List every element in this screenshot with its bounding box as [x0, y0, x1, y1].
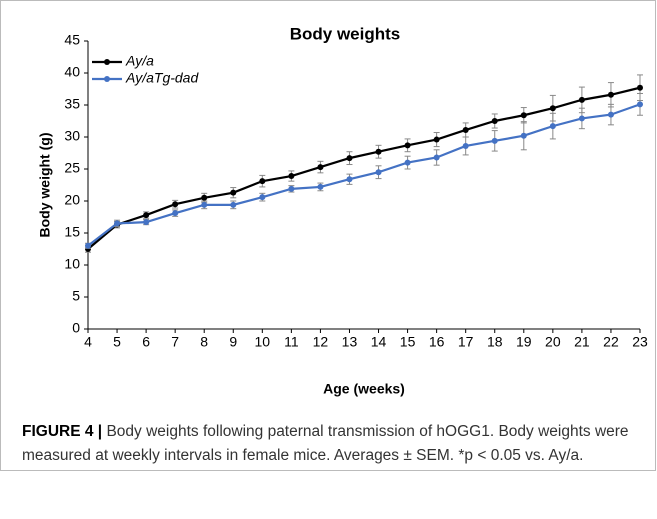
x-tick-label: 15	[400, 334, 416, 350]
legend-marker	[104, 76, 110, 82]
y-tick-label: 10	[64, 256, 80, 272]
figure-border	[0, 0, 656, 471]
x-tick-label: 8	[200, 334, 208, 350]
point	[317, 164, 324, 171]
y-tick-label: 30	[64, 128, 80, 144]
point	[491, 137, 498, 144]
x-tick-label: 19	[516, 334, 532, 350]
x-tick-label: 18	[487, 334, 503, 350]
y-tick-label: 25	[64, 160, 80, 176]
x-tick-label: 17	[458, 334, 474, 350]
legend-marker	[104, 59, 110, 65]
caption-text: Body weights following paternal transmis…	[22, 423, 629, 464]
point	[462, 142, 469, 149]
y-tick-label: 40	[64, 64, 80, 80]
point	[143, 219, 150, 226]
point	[520, 132, 527, 139]
point	[201, 194, 208, 201]
point	[520, 112, 527, 119]
point	[143, 212, 150, 219]
point	[578, 96, 585, 103]
x-tick-label: 16	[429, 334, 445, 350]
point	[578, 115, 585, 122]
point	[549, 123, 556, 130]
point	[114, 220, 121, 227]
y-tick-label: 35	[64, 96, 80, 112]
point	[433, 154, 440, 161]
point	[404, 159, 411, 166]
point	[607, 91, 614, 98]
point	[172, 201, 179, 208]
y-tick-label: 15	[64, 224, 80, 240]
x-tick-label: 14	[371, 334, 387, 350]
point	[230, 201, 237, 208]
point	[637, 101, 643, 108]
chart-title: Body weights	[290, 24, 401, 43]
point	[549, 105, 556, 112]
y-axis-label: Body weight (g)	[37, 133, 53, 238]
x-tick-label: 22	[603, 334, 619, 350]
x-tick-label: 13	[342, 334, 358, 350]
point	[317, 183, 324, 190]
legend-label: Ay/a	[125, 53, 154, 69]
point	[491, 118, 498, 124]
point	[462, 126, 469, 133]
point	[259, 194, 266, 201]
x-tick-label: 9	[229, 334, 237, 350]
x-tick-label: 20	[545, 334, 561, 350]
legend-label: Ay/aTg-dad	[125, 70, 199, 86]
caption-label: FIGURE 4 |	[22, 423, 103, 440]
y-tick-label: 0	[72, 320, 80, 336]
y-tick-label: 20	[64, 192, 80, 208]
point	[346, 155, 353, 162]
point	[375, 148, 382, 155]
x-tick-label: 12	[313, 334, 329, 350]
point	[288, 173, 295, 180]
x-tick-label: 4	[84, 334, 92, 350]
x-tick-label: 10	[255, 334, 271, 350]
point	[375, 169, 382, 176]
x-axis-label: Age (weeks)	[323, 381, 405, 397]
x-tick-label: 6	[142, 334, 150, 350]
x-tick-label: 23	[632, 334, 648, 350]
caption: FIGURE 4 | Body weights following patern…	[22, 420, 637, 468]
point	[259, 178, 266, 185]
x-tick-label: 5	[113, 334, 121, 350]
y-tick-label: 5	[72, 288, 80, 304]
point	[404, 142, 411, 149]
point	[230, 189, 237, 196]
line	[87, 86, 641, 250]
point	[607, 111, 614, 118]
x-tick-label: 11	[284, 334, 299, 350]
point	[201, 201, 208, 208]
point	[288, 185, 295, 192]
point	[85, 242, 91, 249]
x-tick-label: 7	[171, 334, 179, 350]
line	[87, 103, 641, 247]
y-tick-label: 45	[64, 32, 80, 48]
point	[172, 210, 179, 217]
x-tick-label: 21	[574, 334, 590, 350]
point	[637, 84, 643, 91]
point	[346, 176, 353, 183]
point	[433, 136, 440, 143]
